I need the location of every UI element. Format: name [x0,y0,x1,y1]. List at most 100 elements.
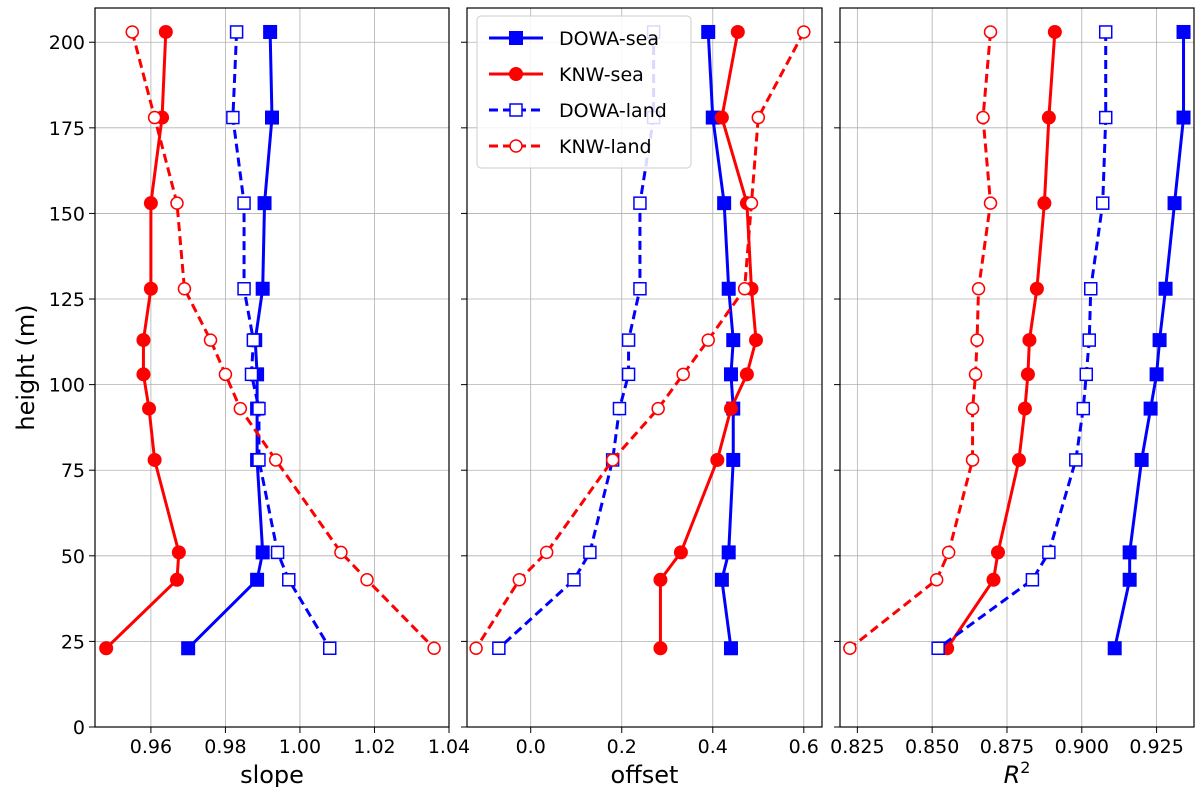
data-point-DOWA-sea [1122,572,1137,587]
data-point-DOWA-sea [1176,24,1191,39]
x-tick-label: 0.875 [980,736,1034,758]
data-point-KNW-sea [653,641,668,656]
data-point-DOWA-land [252,401,266,416]
x-axis-label: slope [240,761,304,787]
data-point-DOWA-land [237,282,251,296]
data-point-DOWA-sea [263,24,278,39]
x-tick-label: 0.825 [830,736,884,758]
data-point-DOWA-sea [1158,281,1173,296]
data-point-KNW-sea [136,333,151,348]
data-point-KNW-sea [1017,401,1032,416]
data-point-KNW-land [983,196,998,210]
data-point-KNW-land [971,282,986,296]
data-point-KNW-land [539,545,554,560]
data-point-KNW-land [233,401,248,416]
data-point-KNW-sea [714,110,729,125]
x-tick-label: 0.2 [607,736,637,758]
data-point-KNW-land [360,573,374,587]
data-point-KNW-sea [1041,110,1056,125]
data-point-KNW-land [965,401,980,416]
data-point-DOWA-sea [1167,196,1182,211]
data-point-KNW-sea [169,572,184,587]
data-point-KNW-land [929,573,944,587]
data-point-DOWA-land [633,196,647,210]
data-point-DOWA-sea [721,545,736,560]
data-point-DOWA-land [1098,25,1113,39]
data-point-DOWA-sea [257,196,272,211]
data-point-KNW-land [203,333,218,347]
series-group [843,24,1191,656]
data-point-KNW-sea [99,641,114,656]
data-point-DOWA-land [621,333,636,347]
x-tick-label: 0.900 [1055,736,1109,758]
data-point-KNW-land [983,25,998,39]
data-point-KNW-sea [1037,196,1052,211]
data-point-KNW-sea [986,572,1001,587]
data-point-KNW-land [976,110,990,125]
data-point-DOWA-sea [250,572,265,587]
data-point-KNW-sea [1029,281,1044,296]
data-point-DOWA-land [1098,110,1113,125]
data-point-KNW-sea [136,367,151,382]
data-point-KNW-sea [1047,24,1062,39]
panel-frame [466,7,823,728]
data-point-KNW-land [177,282,192,296]
data-point-DOWA-land [244,367,259,382]
data-point-KNW-sea [653,572,668,587]
x-tick-label: 0.0 [516,736,546,758]
data-point-KNW-land [941,545,956,560]
y-tick-label: 175 [49,118,85,140]
data-point-DOWA-land [633,282,647,296]
data-point-KNW-sea [142,401,157,416]
x-axis-label: offset [611,761,679,787]
data-point-DOWA-land [583,545,597,560]
data-point-DOWA-sea [1149,367,1164,382]
x-tick-label: 0.850 [905,736,959,758]
data-point-KNW-sea [1020,367,1035,382]
data-point-DOWA-sea [1107,641,1122,656]
legend-marker-KNW-land [509,139,523,153]
data-point-DOWA-land [931,641,945,656]
data-point-DOWA-land [567,573,581,587]
data-point-DOWA-sea [701,24,716,39]
data-point-KNW-sea [158,24,173,39]
data-point-KNW-land [125,25,140,39]
y-tick-label: 125 [49,289,85,311]
panel-frame [839,7,1195,728]
legend-marker-DOWA-sea [509,31,523,45]
legend-label-DOWA-land: DOWA-land [559,100,667,122]
data-point-KNW-sea [990,545,1005,560]
data-point-KNW-sea [749,333,764,348]
data-point-KNW-land [268,453,283,467]
series-line-KNW-land [474,31,806,650]
data-point-KNW-land [965,453,980,467]
legend-box [476,15,692,169]
data-point-KNW-sea [730,24,745,39]
data-point-KNW-land [427,641,441,656]
data-point-KNW-land [701,333,715,347]
data-point-KNW-sea [171,545,186,560]
data-point-KNW-sea [1011,452,1026,467]
data-point-DOWA-land [1076,401,1091,416]
data-point-DOWA-land [612,401,627,416]
data-point-DOWA-land [621,367,636,382]
data-point-KNW-land [797,25,811,39]
data-point-DOWA-land [1069,453,1083,467]
series-group [469,24,811,656]
data-point-KNW-land [970,333,984,347]
data-point-DOWA-land [1084,282,1098,296]
data-point-KNW-land [744,196,759,210]
x-tick-label: 0.925 [1129,736,1183,758]
data-point-KNW-sea [1022,333,1037,348]
data-point-DOWA-land [226,110,240,125]
data-point-DOWA-land [323,641,337,656]
data-point-KNW-sea [147,452,162,467]
data-point-DOWA-land [1042,545,1056,560]
data-point-KNW-sea [673,545,688,560]
data-point-DOWA-sea [1143,401,1158,416]
legend: DOWA-sea KNW-sea DOWA-land KNW-land [476,15,692,169]
data-point-DOWA-sea [1122,545,1137,560]
data-point-DOWA-sea [723,367,738,382]
